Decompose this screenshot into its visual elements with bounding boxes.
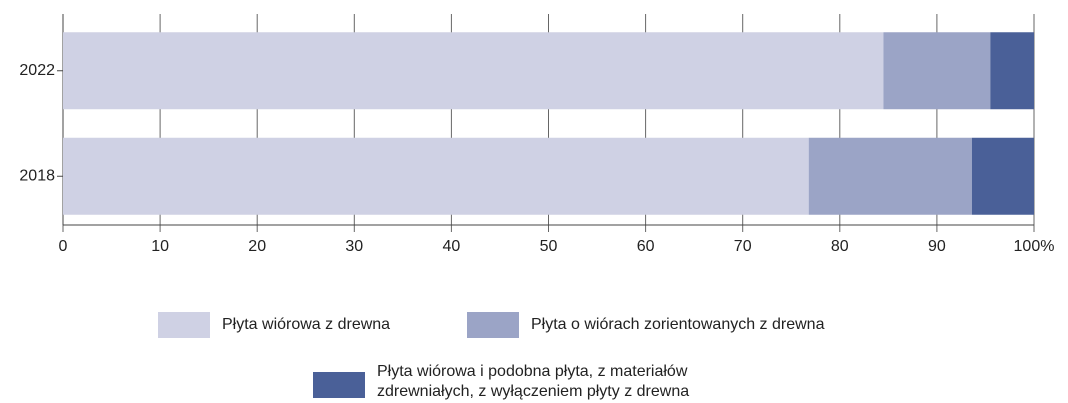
legend-label: Płyta wiórowa i podobna płyta, z materia…: [377, 363, 690, 400]
legend-label: Płyta o wiórach zorientowanych z drewna: [531, 316, 825, 333]
bar-segment: [971, 137, 1034, 215]
y-tick-label: 2018: [19, 167, 55, 184]
bar-segment: [990, 32, 1034, 110]
x-tick-label: 0: [59, 238, 68, 255]
x-tick-label: 30: [345, 238, 363, 255]
x-tick-label: 40: [443, 238, 461, 255]
y-tick-label: 2022: [19, 62, 55, 79]
legend-swatch: [158, 312, 210, 338]
x-tick-label: 70: [734, 238, 752, 255]
legend-swatch: [467, 312, 519, 338]
bar-segment: [808, 137, 972, 215]
legend-swatch: [313, 372, 365, 398]
legend-label: Płyta wiórowa z drewna: [222, 316, 391, 333]
bar-segment: [63, 137, 809, 215]
x-tick-label: 100%: [1014, 238, 1055, 255]
x-tick-label: 20: [248, 238, 266, 255]
x-tick-label: 50: [540, 238, 558, 255]
x-tick-label: 90: [928, 238, 946, 255]
bar-segment: [63, 32, 884, 110]
x-tick-label: 10: [151, 238, 169, 255]
x-tick-label: 80: [831, 238, 849, 255]
x-tick-label: 60: [637, 238, 655, 255]
bar-segment: [883, 32, 991, 110]
